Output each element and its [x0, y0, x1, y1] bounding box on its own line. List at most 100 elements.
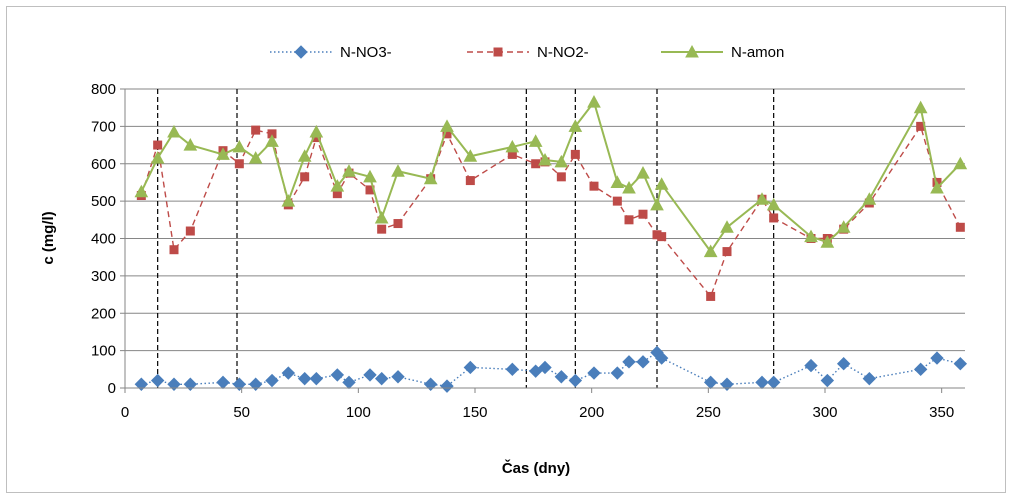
data-point-n-amon	[423, 171, 438, 185]
data-point-n-no3	[610, 366, 625, 380]
data-point-n-no3	[391, 370, 405, 384]
x-tick-label: 0	[121, 404, 129, 421]
series-n-no2	[136, 121, 965, 301]
data-point-n-no3	[862, 371, 877, 386]
data-point-n-amon	[820, 235, 835, 248]
data-point-n-no2	[612, 196, 622, 206]
data-point-n-no3	[232, 377, 247, 391]
data-point-n-no2	[185, 226, 195, 236]
data-point-n-amon	[505, 139, 520, 153]
y-tick-label: 200	[91, 305, 116, 322]
data-point-n-no3	[150, 373, 165, 388]
data-point-n-no3	[505, 362, 520, 377]
data-point-n-no3	[538, 360, 552, 375]
data-point-n-no2	[531, 159, 541, 169]
data-point-n-amon	[636, 166, 650, 179]
data-point-n-amon	[703, 244, 718, 258]
data-point-n-no2	[722, 247, 732, 257]
data-point-n-no3	[440, 379, 454, 393]
data-point-n-amon	[150, 151, 165, 164]
series-n-amon	[134, 95, 968, 258]
data-point-n-amon	[953, 156, 968, 170]
data-point-n-amon	[183, 138, 198, 151]
data-point-n-no3	[836, 356, 851, 371]
legend-item-n-no3: N-NO3-	[270, 44, 392, 61]
legend: N-NO3- N-NO2- N-amon	[270, 44, 784, 61]
data-point-n-amon	[650, 197, 664, 211]
data-point-n-no3	[281, 366, 296, 380]
data-point-n-no3	[703, 375, 718, 390]
data-point-n-no2	[377, 224, 387, 234]
y-tick-label: 800	[91, 81, 116, 98]
legend-marker-n-no3	[294, 45, 308, 59]
data-point-n-no3	[528, 364, 543, 378]
data-point-n-no2	[556, 172, 566, 182]
x-tick-label: 350	[929, 404, 954, 421]
y-tick-label: 400	[91, 231, 116, 248]
y-tick-label: 300	[91, 268, 116, 285]
data-point-n-amon	[804, 229, 818, 243]
data-point-n-amon	[167, 124, 181, 138]
data-point-n-no3	[248, 377, 263, 391]
series-line-n-amon	[140, 99, 962, 254]
y-axis-title: c (mg/l)	[40, 211, 57, 264]
y-tick-label: 500	[91, 193, 116, 210]
data-point-n-amon	[216, 147, 230, 160]
data-point-n-amon	[330, 179, 345, 192]
data-point-n-no3	[374, 371, 389, 386]
data-point-n-amon	[232, 139, 247, 153]
data-point-n-no2	[657, 232, 667, 242]
data-point-n-no3	[554, 370, 569, 384]
data-point-n-amon	[363, 169, 377, 183]
data-point-n-no2	[589, 181, 599, 191]
series-line-n-no2	[140, 124, 961, 298]
data-point-n-amon	[622, 180, 636, 194]
y-tick-label: 100	[91, 343, 116, 360]
data-point-n-no3	[820, 373, 835, 388]
data-point-n-no3	[720, 377, 734, 391]
data-point-n-amon	[862, 192, 877, 205]
x-tick-label: 50	[233, 404, 250, 421]
tick-labels: 0 100 200 300 400 500 600 700 800 0 50 100 150 200 250…	[91, 81, 954, 421]
legend-label-n-no2: N-NO2-	[537, 44, 589, 61]
data-point-n-amon	[538, 152, 552, 166]
data-point-n-amon	[281, 194, 296, 207]
legend-marker-n-no2	[493, 47, 503, 57]
data-point-n-amon	[463, 149, 478, 162]
data-point-n-amon	[297, 149, 312, 162]
data-point-n-amon	[913, 100, 928, 114]
data-point-n-amon	[930, 180, 944, 194]
legend-label-n-amon: N-amon	[731, 44, 784, 61]
y-tick-label: 600	[91, 156, 116, 173]
legend-label-n-no3: N-NO3-	[340, 44, 392, 61]
data-point-n-amon	[568, 119, 583, 132]
data-point-n-no3	[587, 366, 601, 380]
data-point-n-no3	[423, 377, 438, 391]
data-point-n-no3	[265, 373, 279, 388]
data-point-n-amon	[134, 184, 149, 198]
vertical-markers	[157, 89, 775, 388]
data-point-n-no2	[300, 172, 310, 182]
x-tick-label: 300	[812, 404, 837, 421]
legend-marker-n-amon	[685, 44, 699, 58]
data-point-n-no2	[153, 140, 163, 150]
series-line-n-no3	[141, 351, 961, 387]
legend-item-n-no2: N-NO2-	[467, 44, 589, 61]
data-point-n-no3	[216, 375, 230, 390]
data-point-n-no2	[234, 159, 244, 169]
data-point-n-no3	[134, 377, 149, 391]
data-point-n-amon	[836, 220, 851, 233]
data-point-n-no3	[755, 375, 769, 390]
data-point-n-no2	[955, 222, 965, 232]
data-point-n-amon	[248, 151, 263, 164]
data-point-n-no3	[636, 355, 650, 369]
x-tick-label: 100	[346, 404, 371, 421]
series-group	[134, 95, 968, 393]
data-point-n-no3	[913, 362, 928, 377]
data-point-n-no3	[654, 351, 669, 365]
x-axis-title: Čas (dny)	[502, 459, 570, 477]
x-tick-label: 150	[462, 404, 487, 421]
data-point-n-amon	[342, 164, 356, 177]
axes	[120, 88, 965, 393]
